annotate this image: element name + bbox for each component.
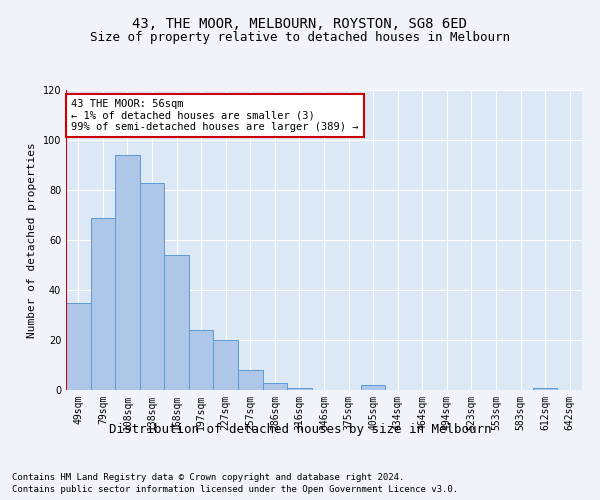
- Text: 43 THE MOOR: 56sqm
← 1% of detached houses are smaller (3)
99% of semi-detached : 43 THE MOOR: 56sqm ← 1% of detached hous…: [71, 99, 359, 132]
- Bar: [238, 370, 263, 390]
- Text: Contains public sector information licensed under the Open Government Licence v3: Contains public sector information licen…: [12, 485, 458, 494]
- Text: Distribution of detached houses by size in Melbourn: Distribution of detached houses by size …: [109, 422, 491, 436]
- Bar: [361, 385, 385, 390]
- Bar: [91, 218, 115, 390]
- Bar: [189, 330, 214, 390]
- Bar: [533, 388, 557, 390]
- Bar: [287, 388, 312, 390]
- Text: Size of property relative to detached houses in Melbourn: Size of property relative to detached ho…: [90, 31, 510, 44]
- Bar: [164, 255, 189, 390]
- Bar: [214, 340, 238, 390]
- Y-axis label: Number of detached properties: Number of detached properties: [27, 142, 37, 338]
- Bar: [140, 182, 164, 390]
- Bar: [66, 302, 91, 390]
- Text: 43, THE MOOR, MELBOURN, ROYSTON, SG8 6ED: 43, THE MOOR, MELBOURN, ROYSTON, SG8 6ED: [133, 18, 467, 32]
- Text: Contains HM Land Registry data © Crown copyright and database right 2024.: Contains HM Land Registry data © Crown c…: [12, 472, 404, 482]
- Bar: [263, 382, 287, 390]
- Bar: [115, 155, 140, 390]
